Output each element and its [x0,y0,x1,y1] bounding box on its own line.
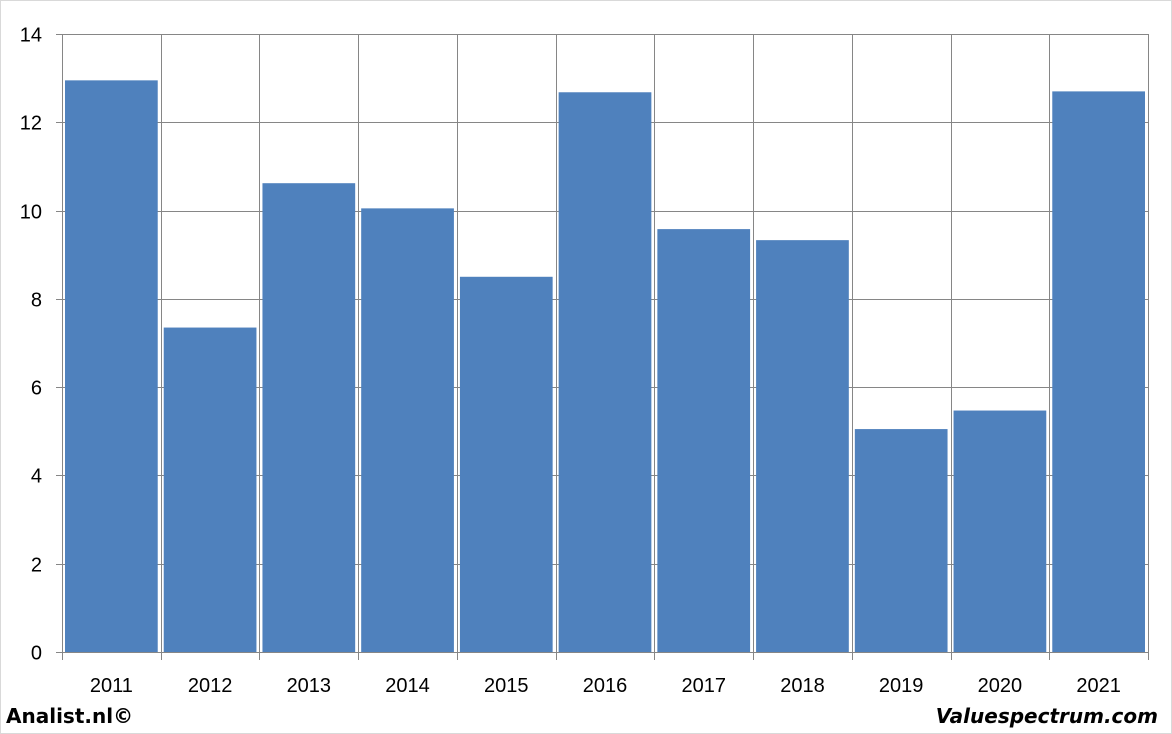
bar-2011 [65,80,158,653]
source-credit-right: Valuespectrum.com [935,704,1158,728]
x-tick-label: 2019 [879,675,924,697]
x-tick-label: 2017 [681,675,726,697]
source-credit-left: Analist.nl© [6,704,134,728]
x-tick-label: 2021 [1076,675,1121,697]
y-tick-label: 12 [20,113,42,135]
x-tick-label: 2018 [780,675,825,697]
bar-2016 [558,92,652,653]
bar-2013 [262,183,356,652]
x-tick-label: 2013 [287,675,332,697]
bar-2012 [163,327,257,652]
bars-layer [65,80,1145,653]
y-tick-label: 4 [31,466,42,488]
y-tick-label: 0 [31,643,42,665]
x-tick-label: 2020 [978,675,1023,697]
y-tick-labels: 0 2 4 6 8 10 12 14 [20,25,42,665]
x-tick-label: 2015 [484,675,529,697]
bar-2017 [657,229,751,652]
bar-2018 [756,240,849,652]
bar-2020 [953,410,1047,652]
y-tick-label: 10 [20,202,42,224]
bar-2015 [459,276,553,652]
x-tick-label: 2014 [385,675,430,697]
bar-2014 [361,208,454,652]
bar-2019 [854,429,948,652]
y-tick-label: 2 [31,555,42,577]
x-tick-labels: 2011 2012 2013 2014 2015 2016 2017 2018 2019 2020… [90,675,1121,697]
y-tick-label: 6 [31,378,42,400]
bar-2021 [1052,91,1145,652]
y-tick-label: 8 [31,290,42,312]
x-tick-label: 2011 [90,675,133,697]
x-tick-label: 2016 [583,675,628,697]
y-tick-label: 14 [20,25,42,47]
axes-layer [56,34,1149,660]
x-tick-label: 2012 [188,675,233,697]
